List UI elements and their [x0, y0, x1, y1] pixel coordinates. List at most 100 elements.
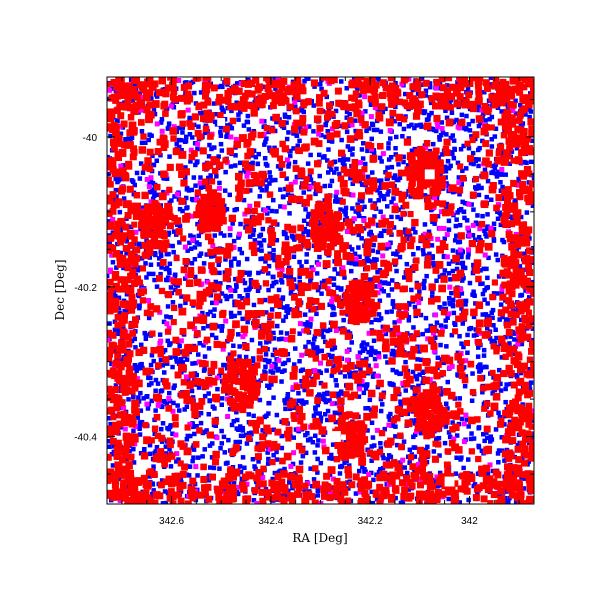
blue-point — [427, 251, 432, 257]
blue-point — [138, 226, 143, 232]
red-square — [363, 500, 370, 504]
red-square — [169, 82, 176, 90]
blue-point — [377, 233, 382, 238]
blue-point — [143, 336, 149, 341]
blue-point — [470, 371, 475, 376]
blue-point — [362, 346, 368, 352]
red-square — [127, 439, 135, 447]
blue-point — [231, 238, 237, 244]
red-square — [522, 381, 529, 389]
blue-point — [143, 140, 148, 145]
blue-point — [251, 302, 257, 308]
blue-point — [330, 442, 336, 447]
red-square — [295, 195, 304, 204]
blue-point — [263, 364, 268, 369]
red-square — [127, 207, 135, 215]
blue-point — [423, 447, 429, 453]
blue-point — [134, 170, 140, 176]
red-square — [140, 474, 148, 482]
blue-point — [308, 279, 313, 284]
blue-point — [315, 456, 320, 462]
blue-point — [335, 271, 341, 276]
red-square — [124, 333, 132, 341]
blue-point — [494, 174, 500, 179]
magenta-point — [362, 94, 368, 100]
magenta-point — [359, 110, 365, 116]
blue-point — [151, 107, 157, 113]
blue-point — [453, 471, 459, 476]
blue-point — [200, 310, 205, 316]
blue-point — [269, 283, 275, 289]
blue-point — [357, 254, 362, 259]
magenta-point — [194, 196, 199, 202]
magenta-point — [133, 229, 139, 235]
magenta-point — [327, 490, 333, 496]
blue-point — [349, 247, 355, 252]
red-square — [261, 266, 269, 273]
blue-point — [370, 374, 376, 379]
blue-point — [492, 166, 498, 171]
blue-point — [246, 412, 251, 417]
magenta-point — [455, 124, 461, 130]
blue-point — [483, 231, 488, 237]
red-square — [119, 488, 127, 496]
blue-point — [234, 100, 239, 105]
blue-point — [148, 362, 154, 368]
red-square — [142, 489, 150, 497]
blue-point — [210, 404, 216, 409]
blue-point — [454, 266, 460, 272]
red-square — [125, 379, 133, 387]
blue-point — [171, 400, 176, 406]
blue-point — [373, 350, 379, 356]
blue-point — [291, 435, 296, 440]
blue-point — [251, 498, 257, 503]
red-square — [255, 83, 264, 91]
blue-point — [158, 120, 164, 125]
blue-point — [521, 486, 527, 491]
red-square — [433, 200, 440, 207]
blue-point — [185, 433, 190, 439]
red-square — [129, 268, 137, 276]
blue-point — [460, 168, 465, 174]
red-square — [518, 170, 526, 178]
red-square — [274, 473, 282, 480]
blue-point — [483, 312, 489, 317]
magenta-point — [262, 207, 268, 213]
blue-point — [460, 265, 466, 270]
blue-point — [404, 232, 409, 237]
blue-point — [282, 398, 287, 403]
blue-point — [357, 93, 362, 98]
blue-point — [380, 194, 386, 199]
blue-point — [469, 202, 474, 207]
magenta-point — [118, 163, 124, 169]
red-square — [418, 465, 426, 473]
blue-point — [450, 133, 455, 138]
red-square — [455, 299, 464, 308]
red-square — [107, 115, 115, 123]
blue-point — [352, 251, 358, 257]
red-square — [120, 328, 128, 336]
blue-point — [263, 352, 269, 357]
red-square — [218, 367, 225, 374]
red-square — [184, 90, 192, 98]
blue-point — [409, 122, 414, 128]
red-square — [203, 109, 211, 118]
blue-point — [357, 179, 363, 184]
blue-point — [481, 266, 486, 272]
blue-point — [194, 424, 199, 429]
blue-point — [386, 414, 391, 419]
red-square — [507, 370, 515, 378]
blue-point — [189, 246, 194, 251]
red-square — [118, 340, 126, 347]
red-square — [401, 486, 409, 494]
red-square — [490, 491, 498, 498]
blue-point — [354, 262, 359, 267]
blue-point — [227, 352, 233, 357]
blue-point — [488, 77, 494, 80]
blue-point — [471, 161, 476, 167]
magenta-point — [499, 286, 505, 292]
blue-point — [486, 255, 491, 261]
red-square — [229, 493, 237, 500]
blue-point — [146, 382, 152, 388]
red-square — [296, 311, 303, 318]
